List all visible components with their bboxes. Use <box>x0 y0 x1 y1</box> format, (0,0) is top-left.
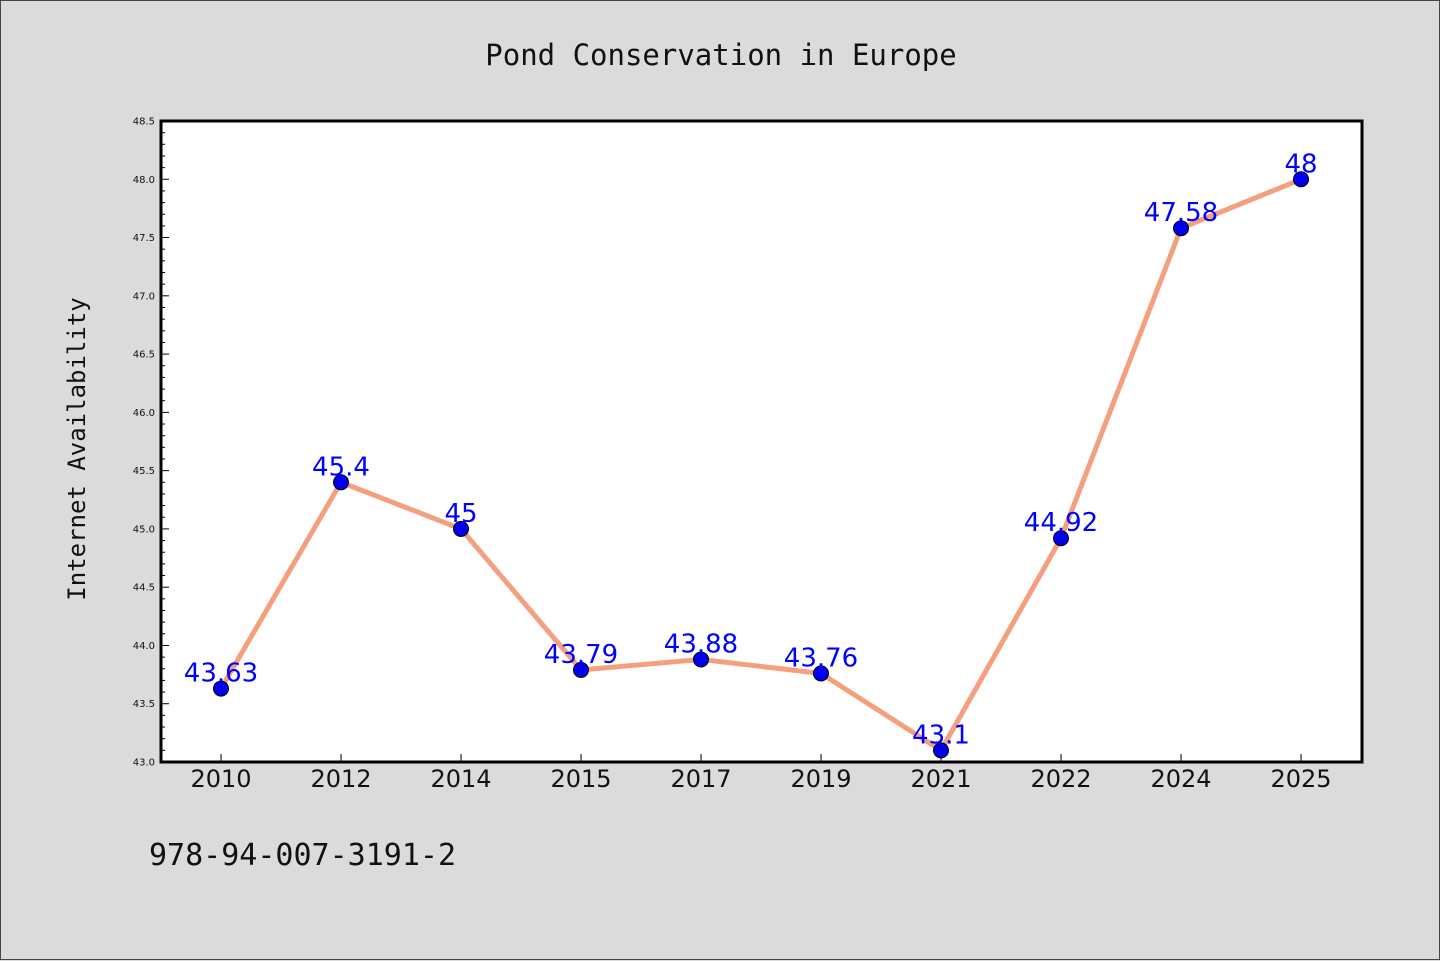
plot-area <box>159 119 1364 764</box>
data-point <box>1053 530 1069 547</box>
data-point <box>1173 220 1189 237</box>
data-point <box>1293 171 1309 188</box>
data-label: 43.1 <box>912 720 970 750</box>
y-tick-label: 47.0 <box>133 291 155 302</box>
data-point <box>933 742 949 759</box>
chart-title: Pond Conservation in Europe <box>485 38 956 72</box>
x-axis: 2010 2012 2014 2015 2017 2019 2021 2022 2024 2025 <box>190 754 1332 793</box>
data-point <box>213 680 229 697</box>
data-point <box>453 520 469 537</box>
series-group <box>213 171 1309 759</box>
y-tick-label: 45.0 <box>133 524 155 535</box>
y-tick-label: 46.0 <box>133 408 155 419</box>
x-tick-label: 2025 <box>1270 765 1331 793</box>
x-tick-label: 2022 <box>1030 765 1091 793</box>
data-point <box>813 665 829 682</box>
x-tick-label: 2024 <box>1150 765 1211 793</box>
y-axis-label: Internet Availability <box>63 297 91 600</box>
data-label: 43.79 <box>544 640 618 670</box>
y-tick-label: 44.5 <box>133 583 155 594</box>
y-tick-label: 48.5 <box>133 117 155 128</box>
y-tick-label: 44.0 <box>133 641 155 652</box>
data-label: 43.76 <box>784 643 858 673</box>
x-tick-label: 2017 <box>670 765 731 793</box>
data-point <box>693 651 709 668</box>
x-tick-label: 2010 <box>190 765 251 793</box>
y-tick-label: 43.5 <box>133 699 155 710</box>
data-label: 48 <box>1284 149 1317 179</box>
series-line <box>218 176 1304 753</box>
data-label: 45 <box>444 499 477 529</box>
x-tick-label: 2021 <box>910 765 971 793</box>
y-tick-label: 43.0 <box>133 758 155 769</box>
data-point <box>333 474 349 491</box>
data-label: 43.63 <box>184 659 258 689</box>
y-tick-label: 47.5 <box>133 233 155 244</box>
x-tick-label: 2015 <box>550 765 611 793</box>
footnote: 978-94-007-3191-2 <box>149 838 456 873</box>
data-point <box>573 661 589 678</box>
y-axis: 43.0 43.5 44.0 44.5 45.0 45.5 46.0 46.5 47.0 47.5… <box>133 117 169 769</box>
data-label: 44.92 <box>1024 508 1098 538</box>
x-tick-label: 2019 <box>790 765 851 793</box>
data-labels: 43.63 45.4 45 43.79 43.88 43.76 43.1 44.92 47.58… <box>184 149 1318 750</box>
x-tick-label: 2012 <box>310 765 371 793</box>
x-tick-label: 2014 <box>430 765 491 793</box>
data-label: 47.58 <box>1144 198 1218 228</box>
y-tick-label: 45.5 <box>133 466 155 477</box>
data-label: 45.4 <box>312 452 370 482</box>
data-label: 43.88 <box>664 629 738 659</box>
y-tick-label: 46.5 <box>133 350 155 361</box>
y-tick-label: 48.0 <box>133 175 155 186</box>
